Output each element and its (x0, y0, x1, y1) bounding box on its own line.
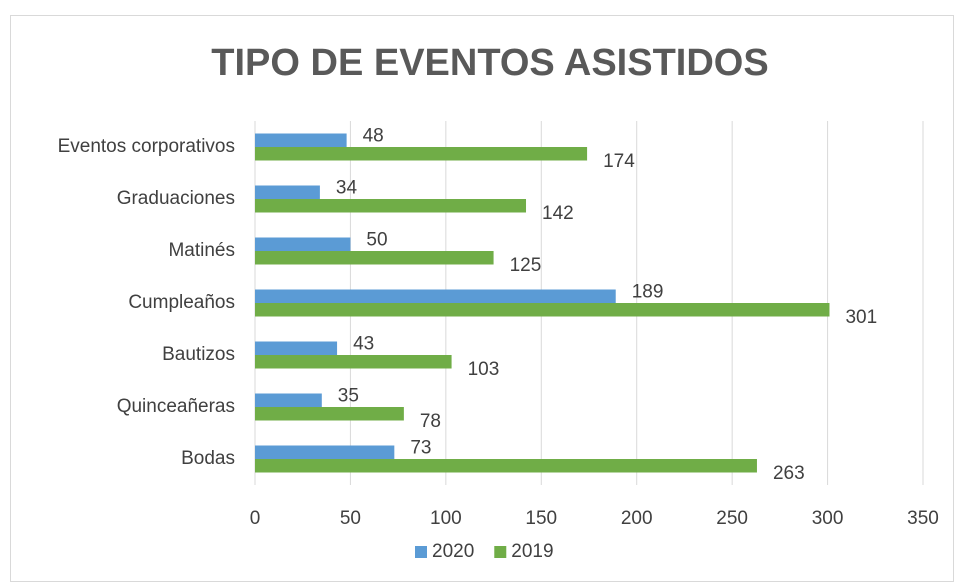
x-tick-label: 100 (430, 508, 462, 529)
y-tick-label: Matinés (168, 240, 235, 261)
x-tick-label: 200 (621, 508, 653, 529)
data-label: 142 (542, 203, 574, 224)
bar (255, 185, 320, 199)
bar (255, 445, 395, 459)
x-tick-label: 350 (907, 508, 939, 529)
x-tick-label: 250 (716, 508, 748, 529)
bar (255, 393, 322, 407)
chart-title: TIPO DE EVENTOS ASISTIDOS (211, 42, 768, 84)
x-tick-label: 300 (812, 508, 844, 529)
legend-swatch (415, 546, 427, 558)
x-tick-label: 50 (340, 508, 361, 529)
data-label: 125 (510, 255, 542, 276)
data-label: 78 (420, 411, 441, 432)
bar (255, 133, 347, 147)
legend-label: 2020 (432, 541, 474, 562)
bar (255, 341, 338, 355)
bar (255, 459, 757, 473)
bar (255, 237, 351, 251)
y-tick-label: Quinceañeras (117, 396, 235, 417)
y-tick-label: Eventos corporativos (58, 136, 235, 157)
data-label: 48 (363, 125, 384, 146)
y-tick-label: Bautizos (162, 344, 235, 365)
data-label: 189 (632, 281, 664, 302)
y-tick-label: Cumpleaños (128, 292, 235, 313)
bar (255, 251, 494, 265)
data-label: 43 (353, 333, 374, 354)
x-tick-label: 150 (525, 508, 557, 529)
legend-swatch (494, 546, 507, 558)
bar (255, 289, 616, 303)
bar (255, 303, 830, 317)
data-label: 73 (410, 437, 431, 458)
bar (255, 407, 404, 421)
x-tick-label: 0 (250, 508, 261, 529)
y-tick-label: Bodas (181, 448, 235, 469)
data-label: 103 (468, 359, 500, 380)
legend-label: 2019 (511, 541, 553, 562)
data-label: 263 (773, 463, 805, 484)
y-tick-label: Graduaciones (117, 188, 235, 209)
data-label: 35 (338, 385, 359, 406)
data-label: 301 (845, 307, 877, 328)
bar (255, 199, 527, 213)
data-label: 50 (366, 229, 387, 250)
data-label: 34 (336, 177, 358, 198)
data-label: 174 (603, 151, 635, 172)
bar (255, 355, 452, 369)
bar (255, 147, 588, 161)
